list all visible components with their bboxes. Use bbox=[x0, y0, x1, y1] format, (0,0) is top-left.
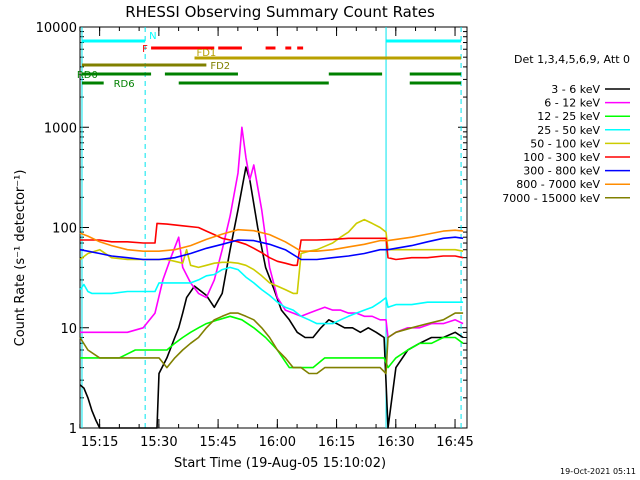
y-tick-label: 1 bbox=[69, 422, 77, 437]
axes: 1 10 100 1000 10000 15:15 15:30 15:45 16:00 16:15… bbox=[36, 21, 474, 450]
y-tick-label: 10 bbox=[60, 322, 77, 337]
y-tick-label: 1000 bbox=[44, 121, 77, 136]
x-tick-label: 15:15 bbox=[81, 435, 118, 450]
series-line bbox=[80, 222, 464, 267]
series-line bbox=[79, 266, 464, 325]
flag-label: N bbox=[149, 31, 156, 42]
flag-label: FD2 bbox=[210, 61, 230, 72]
legend-label: 300 - 800 keV bbox=[523, 165, 600, 178]
x-tick-label: 15:45 bbox=[199, 435, 236, 450]
flag-label: RD0 bbox=[77, 70, 98, 81]
legend-label: 800 - 7000 keV bbox=[516, 178, 600, 191]
data-series bbox=[79, 126, 464, 429]
chart-title: RHESSI Observing Summary Count Rates bbox=[125, 3, 435, 21]
legend-label: 100 - 300 keV bbox=[523, 151, 600, 164]
legend-label: 6 - 12 keV bbox=[544, 97, 600, 110]
flag-label: RD6 bbox=[114, 79, 135, 90]
y-tick-label: 100 bbox=[52, 222, 77, 237]
y-tick-label: 10000 bbox=[36, 21, 77, 36]
timestamp: 19-Oct-2021 05:11 bbox=[560, 467, 636, 476]
legend-label: 7000 - 15000 keV bbox=[502, 192, 600, 205]
x-axis-label: Start Time (19-Aug-05 15:10:02) bbox=[174, 456, 386, 471]
x-tick-label: 16:00 bbox=[259, 435, 296, 450]
x-tick-label: 16:30 bbox=[377, 435, 414, 450]
flag-label: F bbox=[142, 44, 148, 55]
legend-title: Det 1,3,4,5,6,9, Att 0 bbox=[514, 53, 630, 66]
legend-label: 12 - 25 keV bbox=[537, 110, 600, 123]
series-line bbox=[80, 126, 464, 339]
series-line bbox=[79, 236, 464, 261]
legend-label: 25 - 50 keV bbox=[537, 124, 600, 137]
x-tick-label: 16:15 bbox=[318, 435, 355, 450]
x-tick-label: 15:30 bbox=[140, 435, 177, 450]
y-axis-label: Count Rate (s⁻¹ detector⁻¹) bbox=[13, 170, 28, 347]
series-line bbox=[80, 315, 464, 369]
x-tick-label: 16:45 bbox=[436, 435, 473, 450]
flag-bars: NF FD1 FD2 RD0 RD6 bbox=[77, 31, 462, 90]
series-line bbox=[79, 166, 464, 429]
series-line bbox=[79, 228, 464, 252]
series-line bbox=[79, 312, 464, 375]
legend-label: 3 - 6 keV bbox=[551, 83, 600, 96]
flag-label: FD1 bbox=[196, 48, 216, 59]
legend-label: 50 - 100 keV bbox=[530, 137, 600, 150]
